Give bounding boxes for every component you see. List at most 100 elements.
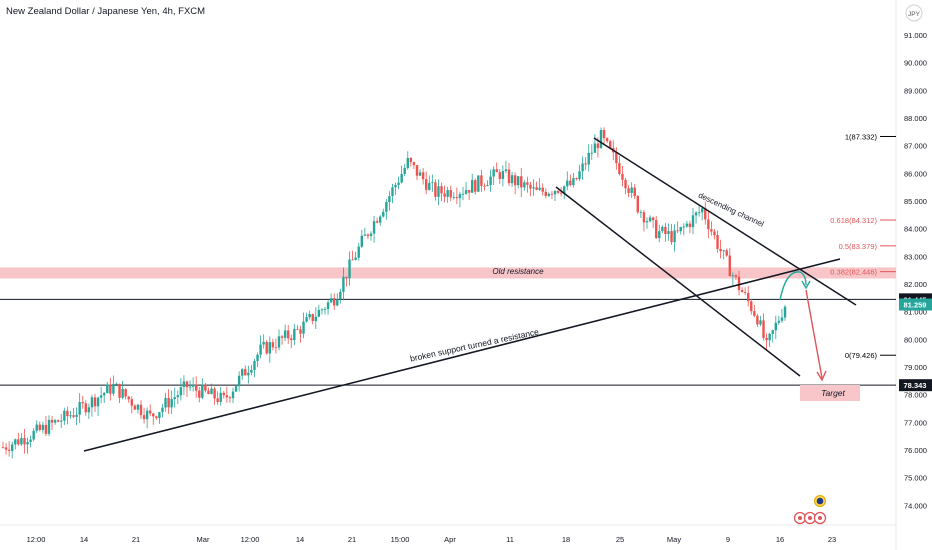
candle bbox=[541, 187, 544, 192]
candle bbox=[474, 180, 477, 192]
candle bbox=[526, 182, 529, 185]
x-tick-label: 23 bbox=[828, 535, 836, 544]
candle bbox=[139, 404, 143, 416]
candle bbox=[7, 449, 11, 451]
candle bbox=[725, 250, 728, 256]
channel-upper-line[interactable] bbox=[593, 137, 857, 306]
currency-badge[interactable]: JPY bbox=[905, 4, 923, 22]
x-tick-label: 18 bbox=[562, 535, 570, 544]
candle bbox=[66, 410, 69, 417]
candle bbox=[774, 322, 777, 331]
candle bbox=[149, 410, 152, 414]
candle bbox=[38, 424, 41, 430]
candle bbox=[47, 419, 51, 434]
y-tick-label: 82.000 bbox=[904, 280, 927, 289]
candle bbox=[547, 193, 551, 196]
candle bbox=[152, 413, 155, 417]
candle bbox=[173, 397, 176, 400]
candle bbox=[498, 172, 501, 179]
y-tick-label: 75.000 bbox=[904, 474, 927, 483]
candle bbox=[311, 314, 314, 322]
projection-up-curve bbox=[779, 271, 807, 301]
x-tick-label: 15:00 bbox=[391, 535, 410, 544]
candle bbox=[41, 424, 45, 430]
candle bbox=[185, 381, 189, 388]
y-tick-label: 77.000 bbox=[904, 418, 927, 427]
candle bbox=[164, 397, 167, 408]
candle bbox=[170, 399, 173, 408]
candle bbox=[719, 248, 722, 252]
candle bbox=[501, 171, 505, 179]
candle bbox=[658, 231, 661, 238]
candle bbox=[575, 178, 578, 180]
candle bbox=[250, 370, 253, 373]
candle bbox=[734, 275, 738, 277]
candle bbox=[363, 234, 367, 236]
candle bbox=[290, 338, 293, 340]
channel-lower-line[interactable] bbox=[555, 186, 801, 377]
candle bbox=[618, 163, 621, 174]
candle bbox=[90, 397, 94, 408]
candle bbox=[112, 383, 115, 394]
candle bbox=[572, 178, 575, 186]
candle bbox=[142, 415, 146, 420]
target-box bbox=[800, 385, 860, 401]
candle bbox=[207, 390, 210, 395]
candle bbox=[106, 384, 109, 394]
candle bbox=[605, 138, 609, 142]
candle bbox=[204, 384, 207, 391]
candle bbox=[231, 391, 235, 399]
candle bbox=[115, 383, 118, 385]
candle bbox=[569, 180, 572, 186]
candle bbox=[651, 217, 655, 221]
flag-icon-inner bbox=[816, 497, 824, 505]
y-tick-label: 84.000 bbox=[904, 225, 927, 234]
candle bbox=[747, 292, 750, 302]
candle bbox=[633, 187, 636, 197]
candle bbox=[440, 186, 443, 194]
candle bbox=[489, 176, 492, 186]
candle bbox=[627, 188, 630, 193]
candle bbox=[60, 420, 63, 422]
candle bbox=[556, 190, 560, 193]
candle bbox=[26, 441, 29, 445]
candle bbox=[412, 162, 416, 166]
candle bbox=[191, 384, 195, 387]
price-badge[interactable] bbox=[899, 379, 932, 392]
candle bbox=[624, 179, 627, 189]
y-tick-label: 83.000 bbox=[904, 252, 927, 261]
candle bbox=[704, 208, 707, 220]
candle bbox=[458, 194, 462, 199]
candle bbox=[333, 298, 336, 306]
candle bbox=[372, 221, 376, 234]
candle bbox=[259, 344, 262, 355]
candle bbox=[32, 430, 35, 440]
candle bbox=[317, 309, 321, 317]
event-icons[interactable] bbox=[793, 495, 827, 525]
candle bbox=[756, 315, 759, 325]
candle bbox=[691, 215, 695, 228]
fib-level-label: 0.618(84.312) bbox=[830, 216, 877, 225]
candle bbox=[369, 233, 373, 236]
candle bbox=[179, 387, 183, 396]
old-resistance-label: Old resistance bbox=[492, 267, 544, 276]
price-badge[interactable] bbox=[899, 298, 932, 311]
candle bbox=[265, 341, 268, 354]
candle bbox=[96, 397, 100, 407]
candle bbox=[308, 314, 311, 318]
candle bbox=[234, 386, 238, 392]
candle bbox=[492, 169, 495, 177]
candle bbox=[538, 187, 541, 190]
y-tick-label: 81.000 bbox=[904, 308, 927, 317]
candle bbox=[4, 447, 8, 450]
candle bbox=[302, 321, 305, 334]
support-trendline[interactable] bbox=[83, 258, 841, 452]
candle bbox=[277, 336, 281, 348]
candle bbox=[425, 179, 428, 190]
candle bbox=[11, 444, 14, 451]
candle bbox=[768, 333, 771, 341]
candle bbox=[109, 384, 112, 394]
candle bbox=[701, 208, 704, 213]
candle bbox=[271, 342, 275, 348]
